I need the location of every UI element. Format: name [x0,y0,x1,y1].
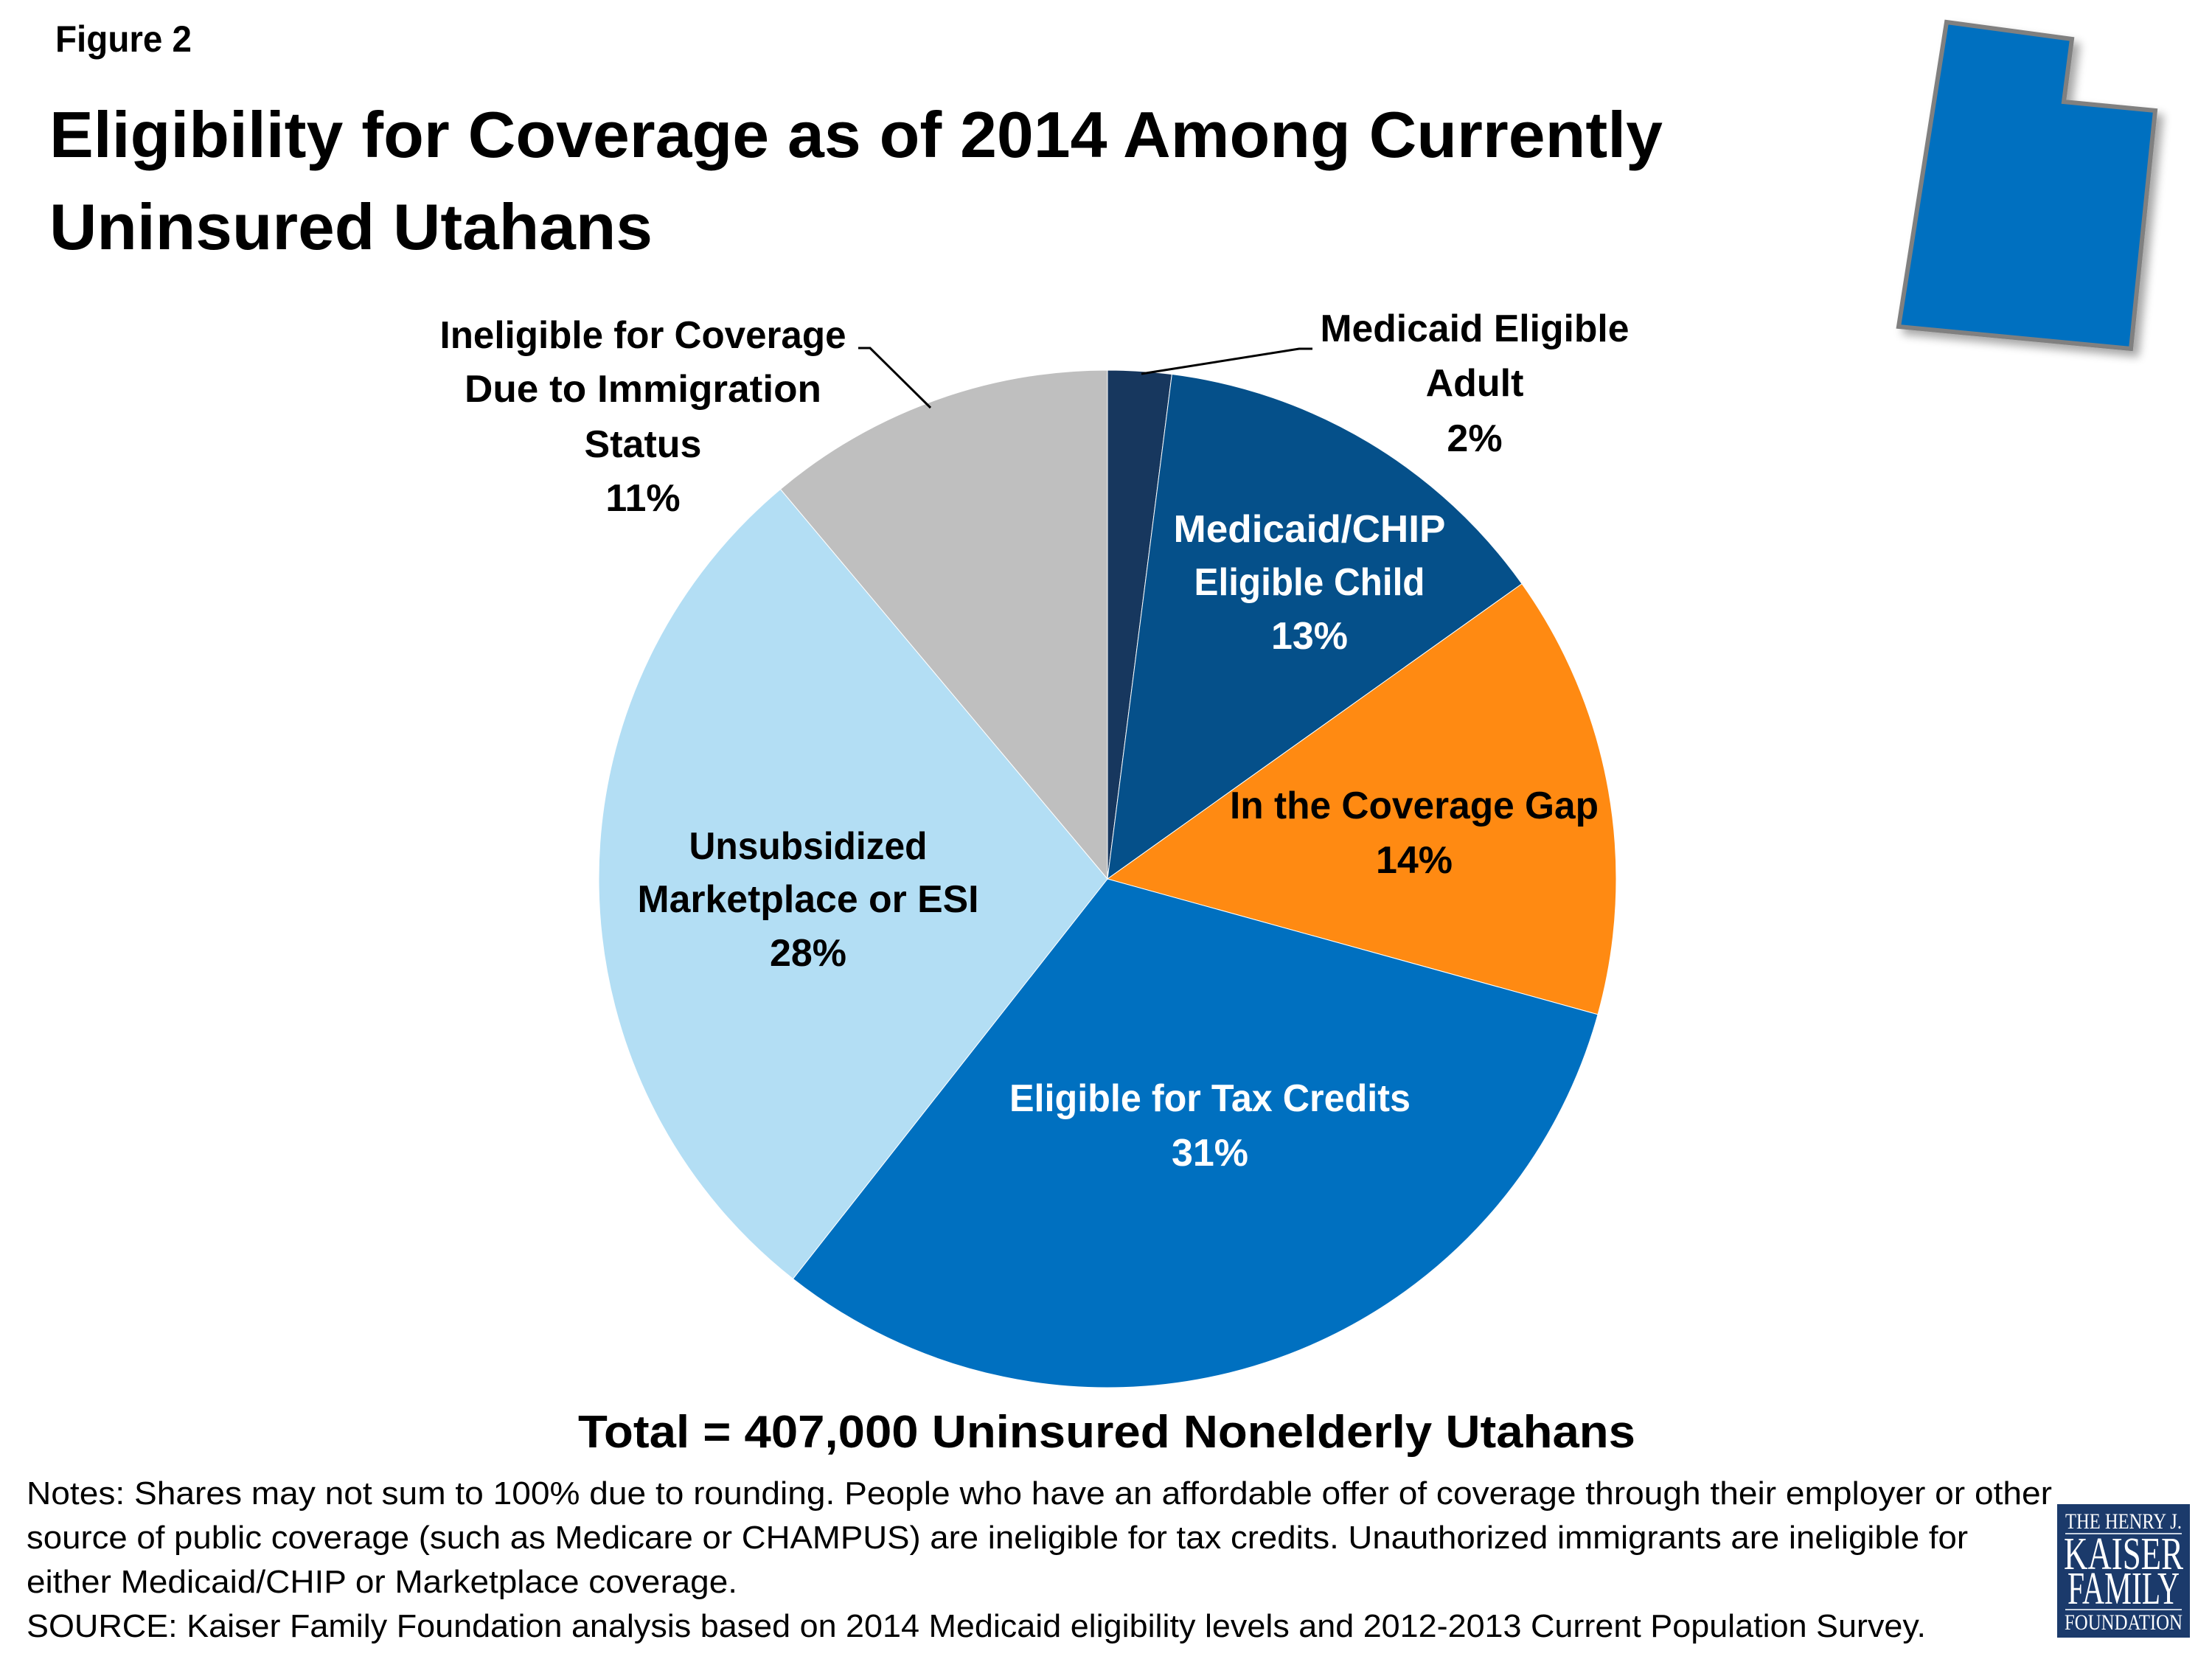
source-line: SOURCE: Kaiser Family Foundation analysi… [27,1608,1926,1644]
slice-value-label: 2% [1447,417,1502,460]
pie-slice-medicaid-child [1107,373,1523,880]
slice-label-text: Status [585,423,702,466]
slice-label-text: Medicaid/CHIP [1174,508,1446,551]
slice-label-text: In the Coverage Gap [1230,785,1599,827]
notes-line-3: either Medicaid/CHIP or Marketplace cove… [27,1564,737,1600]
pie-slice-tax-credits [792,878,1599,1388]
slice-value-label: 11% [605,477,680,520]
slice-label-unsubsidized: Unsubsidized Marketplace or ESI 28% [638,825,979,975]
leader-line-ineligible [858,347,932,409]
slice-value-label: 14% [1376,839,1453,882]
slice-label-text: Eligible Child [1194,561,1425,604]
leader-line-medicaid-adult [1141,347,1312,375]
pie-slice-coverage-gap [1106,583,1617,1015]
slice-label-text: Unsubsidized [689,825,928,868]
chart-title-line-1: Eligibility for Coverage as of 2014 Amon… [49,98,1663,171]
slice-label-text: Adult [1426,362,1524,405]
slice-value-label: 31% [1172,1132,1248,1175]
logo-background [2057,1504,2190,1638]
slice-label-tax-credits: Eligible for Tax Credits 31% [1009,1077,1411,1175]
chart-title-line-2: Uninsured Utahans [49,190,653,263]
slice-label-text: Due to Immigration [465,368,821,411]
notes-line-2: source of public coverage (such as Medic… [27,1520,1968,1556]
slice-label-text: Medicaid Eligible [1321,307,1630,350]
pie-slice-unsubsidized [598,488,1108,1280]
logo-line-1: THE HENRY J. [2065,1509,2182,1534]
slice-label-medicaid-adult: Medicaid Eligible Adult 2% [1321,307,1630,460]
logo-line-3: FAMILY [2067,1564,2180,1614]
slice-label-text: Ineligible for Coverage [440,314,846,357]
logo-line-4: FOUNDATION [2065,1610,2183,1635]
slice-label-text: Eligible for Tax Credits [1009,1077,1411,1120]
slice-label-ineligible: Ineligible for Coverage Due to Immigrati… [440,314,846,520]
notes-line-1: Notes: Shares may not sum to 100% due to… [27,1475,2052,1512]
pie-slice-ineligible [779,369,1108,880]
slice-value-label: 28% [770,932,846,975]
pie-chart [598,369,1617,1388]
total-label: Total = 407,000 Uninsured Nonelderly Uta… [578,1407,1635,1458]
slice-label-medicaid-child: Medicaid/CHIP Eligible Child 13% [1174,508,1446,658]
utah-state-shape-icon [1896,19,2158,352]
slice-label-coverage-gap: In the Coverage Gap 14% [1230,785,1599,882]
kaiser-family-foundation-logo: THE HENRY J. KAISER FAMILY FOUNDATION [2057,1504,2190,1638]
logo-line-2: KAISER [2064,1529,2183,1579]
slice-label-text: Marketplace or ESI [638,878,979,921]
figure-label: Figure 2 [55,18,192,60]
slice-value-label: 13% [1271,615,1348,658]
notes: Notes: Shares may not sum to 100% due to… [27,1475,2052,1644]
